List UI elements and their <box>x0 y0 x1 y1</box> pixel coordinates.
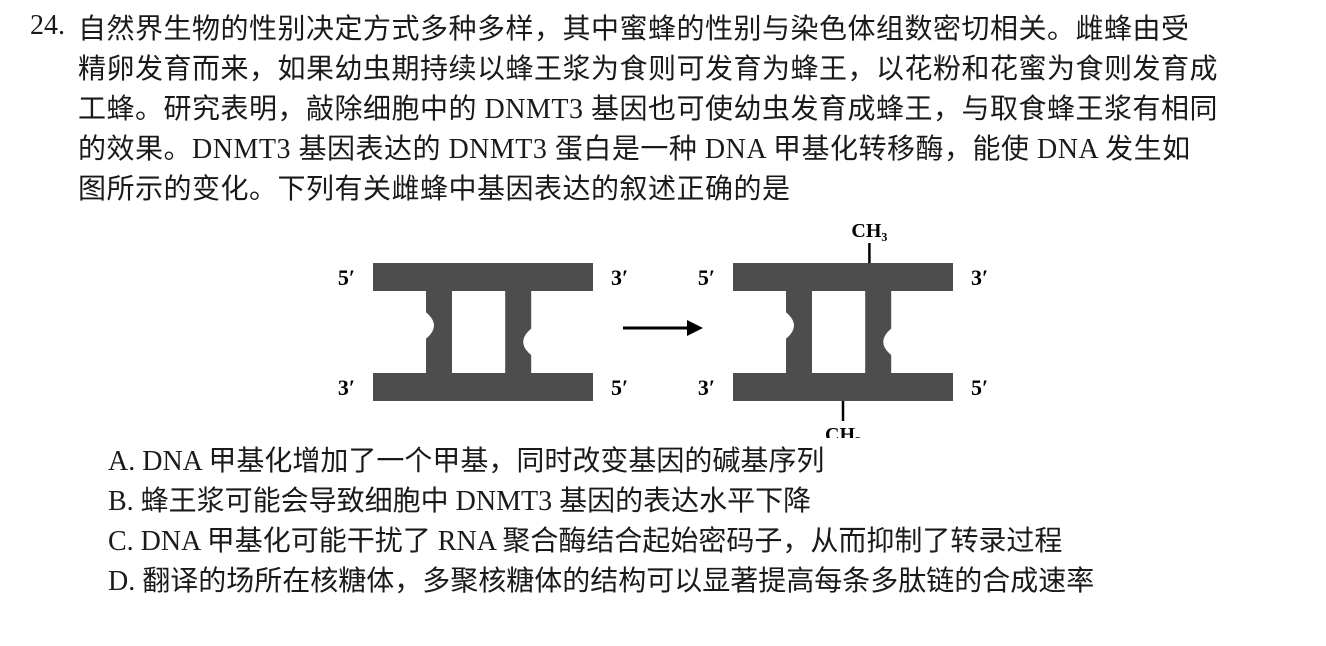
svg-text:5′: 5′ <box>971 375 988 400</box>
question-stem: 自然界生物的性别决定方式多种多样，其中蜜蜂的性别与染色体组数密切相关。雌蜂由受 … <box>78 10 1296 210</box>
option-b: B. 蜂王浆可能会导致细胞中 DNMT3 基因的表达水平下降 <box>108 482 1296 522</box>
dna-svg: 5′ 3′ 3′ 5′ 5′ 3′ 3′ 5′ CH₃ CH₃ <box>313 218 1013 438</box>
option-a: A. DNA 甲基化增加了一个甲基，同时改变基因的碱基序列 <box>108 442 1296 482</box>
question-block: 24. 自然界生物的性别决定方式多种多样，其中蜜蜂的性别与染色体组数密切相关。雌… <box>0 0 1326 646</box>
svg-text:3′: 3′ <box>971 265 988 290</box>
option-d: D. 翻译的场所在核糖体，多聚核糖体的结构可以显著提高每条多肽链的合成速率 <box>108 562 1296 602</box>
svg-text:CH₃: CH₃ <box>825 424 861 438</box>
svg-text:3′: 3′ <box>698 375 715 400</box>
question-number: 24. <box>30 10 65 42</box>
stem-line-5: 图所示的变化。下列有关雌蜂中基因表达的叙述正确的是 <box>78 174 791 205</box>
stem-line-4: 的效果。DNMT3 基因表达的 DNMT3 蛋白是一种 DNA 甲基化转移酶，能… <box>78 134 1191 165</box>
options-list: A. DNA 甲基化增加了一个甲基，同时改变基因的碱基序列 B. 蜂王浆可能会导… <box>108 442 1296 602</box>
stem-line-2: 精卵发育而来，如果幼虫期持续以蜂王浆为食则可发育为蜂王，以花粉和花蜜为食则发育成 <box>78 54 1218 85</box>
svg-text:5′: 5′ <box>698 265 715 290</box>
svg-text:3′: 3′ <box>611 265 628 290</box>
svg-text:5′: 5′ <box>611 375 628 400</box>
dna-methylation-diagram: 5′ 3′ 3′ 5′ 5′ 3′ 3′ 5′ CH₃ CH₃ <box>30 218 1296 438</box>
svg-text:3′: 3′ <box>338 375 355 400</box>
option-c: C. DNA 甲基化可能干扰了 RNA 聚合酶结合起始密码子，从而抑制了转录过程 <box>108 522 1296 562</box>
stem-line-3: 工蜂。研究表明，敲除细胞中的 DNMT3 基因也可使幼虫发育成蜂王，与取食蜂王浆… <box>78 94 1218 125</box>
svg-text:CH₃: CH₃ <box>851 220 887 242</box>
svg-text:5′: 5′ <box>338 265 355 290</box>
stem-line-1: 自然界生物的性别决定方式多种多样，其中蜜蜂的性别与染色体组数密切相关。雌蜂由受 <box>78 14 1190 45</box>
